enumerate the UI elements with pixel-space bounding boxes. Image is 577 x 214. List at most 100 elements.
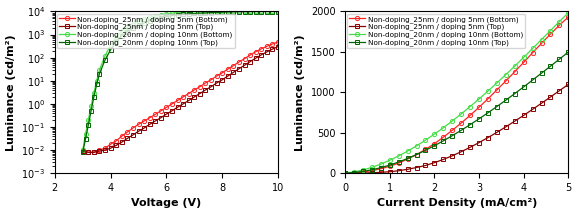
Non-doping_25nm / doping 5nm (Top) xyxy=(219,79,226,81)
Non-doping_25nm / doping 5nm (Bottom) xyxy=(440,136,447,138)
Non-doping_25nm / doping 5nm (Bottom) xyxy=(485,98,492,100)
Non-doping_20nm / doping 10nm (Top) xyxy=(91,96,98,98)
Non-doping_20nm / doping 10nm (Bottom) xyxy=(219,10,226,12)
Non-doping_25nm / doping 5nm (Bottom) xyxy=(269,43,276,45)
Line: Non-doping_25nm / doping 5nm (Bottom): Non-doping_25nm / doping 5nm (Bottom) xyxy=(343,15,571,175)
Non-doping_25nm / doping 5nm (Top) xyxy=(113,144,119,147)
Non-doping_25nm / doping 5nm (Top) xyxy=(565,83,572,86)
Non-doping_20nm / doping 10nm (Top) xyxy=(493,105,500,108)
Non-doping_20nm / doping 10nm (Top) xyxy=(79,151,86,154)
Non-doping_20nm / doping 10nm (Top) xyxy=(387,164,394,166)
Non-doping_20nm / doping 10nm (Bottom) xyxy=(493,82,500,84)
Non-doping_25nm / doping 5nm (Bottom) xyxy=(275,41,282,43)
Non-doping_25nm / doping 5nm (Top) xyxy=(135,130,142,132)
Non-doping_20nm / doping 10nm (Bottom) xyxy=(422,139,429,141)
Non-doping_20nm / doping 10nm (Top) xyxy=(520,86,527,88)
Non-doping_25nm / doping 5nm (Top) xyxy=(377,171,384,174)
Non-doping_25nm / doping 5nm (Top) xyxy=(431,161,438,164)
Non-doping_20nm / doping 10nm (Bottom) xyxy=(191,10,198,13)
Non-doping_25nm / doping 5nm (Top) xyxy=(179,103,186,105)
Non-doping_20nm / doping 10nm (Bottom) xyxy=(556,20,563,23)
Line: Non-doping_25nm / doping 5nm (Bottom): Non-doping_25nm / doping 5nm (Bottom) xyxy=(81,40,280,154)
Non-doping_20nm / doping 10nm (Bottom) xyxy=(511,65,518,67)
Non-doping_20nm / doping 10nm (Bottom) xyxy=(158,14,164,16)
Non-doping_20nm / doping 10nm (Bottom) xyxy=(275,9,282,12)
Line: Non-doping_20nm / doping 10nm (Top): Non-doping_20nm / doping 10nm (Top) xyxy=(81,9,280,154)
Non-doping_20nm / doping 10nm (Top) xyxy=(141,22,148,24)
Line: Non-doping_25nm / doping 5nm (Top): Non-doping_25nm / doping 5nm (Top) xyxy=(343,82,571,175)
Y-axis label: Luminance (cd/m²): Luminance (cd/m²) xyxy=(6,34,16,151)
Non-doping_25nm / doping 5nm (Bottom) xyxy=(196,85,203,88)
Non-doping_25nm / doping 5nm (Bottom) xyxy=(113,140,119,142)
Non-doping_25nm / doping 5nm (Top) xyxy=(241,64,248,67)
Non-doping_20nm / doping 10nm (Bottom) xyxy=(395,155,402,157)
Non-doping_20nm / doping 10nm (Top) xyxy=(163,15,170,18)
Non-doping_20nm / doping 10nm (Bottom) xyxy=(269,9,276,12)
Non-doping_25nm / doping 5nm (Top) xyxy=(467,146,474,149)
Non-doping_25nm / doping 5nm (Bottom) xyxy=(431,142,438,145)
Non-doping_25nm / doping 5nm (Bottom) xyxy=(258,48,265,50)
Non-doping_25nm / doping 5nm (Top) xyxy=(413,166,420,169)
Non-doping_20nm / doping 10nm (Top) xyxy=(547,65,554,67)
Non-doping_20nm / doping 10nm (Top) xyxy=(202,12,209,14)
Non-doping_20nm / doping 10nm (Bottom) xyxy=(565,11,572,14)
Non-doping_25nm / doping 5nm (Top) xyxy=(458,150,464,153)
Non-doping_20nm / doping 10nm (Top) xyxy=(152,18,159,20)
Non-doping_20nm / doping 10nm (Bottom) xyxy=(208,10,215,12)
Non-doping_25nm / doping 5nm (Bottom) xyxy=(79,149,86,151)
Non-doping_20nm / doping 10nm (Bottom) xyxy=(168,12,175,15)
Non-doping_20nm / doping 10nm (Top) xyxy=(146,19,153,22)
Non-doping_25nm / doping 5nm (Top) xyxy=(246,60,253,63)
Non-doping_20nm / doping 10nm (Top) xyxy=(467,123,474,126)
Non-doping_25nm / doping 5nm (Bottom) xyxy=(224,68,231,70)
Non-doping_20nm / doping 10nm (Top) xyxy=(503,99,509,101)
Non-doping_20nm / doping 10nm (Top) xyxy=(404,157,411,160)
Non-doping_20nm / doping 10nm (Bottom) xyxy=(85,119,92,121)
Non-doping_25nm / doping 5nm (Bottom) xyxy=(129,127,136,129)
Non-doping_25nm / doping 5nm (Top) xyxy=(146,123,153,126)
Non-doping_25nm / doping 5nm (Top) xyxy=(141,127,148,129)
Non-doping_25nm / doping 5nm (Bottom) xyxy=(102,147,108,150)
Non-doping_20nm / doping 10nm (Top) xyxy=(88,110,95,112)
Non-doping_25nm / doping 5nm (Bottom) xyxy=(235,61,242,63)
Non-doping_20nm / doping 10nm (Top) xyxy=(124,30,131,33)
Non-doping_25nm / doping 5nm (Top) xyxy=(351,172,358,174)
Non-doping_20nm / doping 10nm (Bottom) xyxy=(440,126,447,129)
Non-doping_20nm / doping 10nm (Top) xyxy=(395,161,402,163)
Non-doping_25nm / doping 5nm (Top) xyxy=(252,57,259,59)
Non-doping_25nm / doping 5nm (Top) xyxy=(202,89,209,91)
Non-doping_20nm / doping 10nm (Bottom) xyxy=(141,18,148,21)
Non-doping_20nm / doping 10nm (Bottom) xyxy=(431,133,438,135)
Non-doping_20nm / doping 10nm (Top) xyxy=(377,166,384,169)
Non-doping_20nm / doping 10nm (Bottom) xyxy=(252,9,259,12)
Non-doping_20nm / doping 10nm (Top) xyxy=(93,83,100,86)
Non-doping_20nm / doping 10nm (Top) xyxy=(342,172,349,174)
Non-doping_25nm / doping 5nm (Bottom) xyxy=(387,165,394,168)
Non-doping_25nm / doping 5nm (Top) xyxy=(129,134,136,136)
Non-doping_25nm / doping 5nm (Bottom) xyxy=(246,54,253,56)
Non-doping_20nm / doping 10nm (Bottom) xyxy=(503,73,509,76)
Non-doping_25nm / doping 5nm (Top) xyxy=(191,96,198,98)
Non-doping_25nm / doping 5nm (Bottom) xyxy=(263,45,270,48)
Y-axis label: Luminance (cd/m²): Luminance (cd/m²) xyxy=(295,34,305,151)
Non-doping_25nm / doping 5nm (Top) xyxy=(258,54,265,56)
Non-doping_20nm / doping 10nm (Top) xyxy=(413,153,420,156)
Non-doping_20nm / doping 10nm (Bottom) xyxy=(179,11,186,13)
Non-doping_20nm / doping 10nm (Bottom) xyxy=(413,144,420,147)
Non-doping_25nm / doping 5nm (Bottom) xyxy=(359,171,366,173)
Non-doping_25nm / doping 5nm (Top) xyxy=(79,150,86,152)
Non-doping_20nm / doping 10nm (Bottom) xyxy=(202,10,209,13)
Non-doping_20nm / doping 10nm (Top) xyxy=(565,51,572,53)
Non-doping_25nm / doping 5nm (Top) xyxy=(235,67,242,70)
Non-doping_25nm / doping 5nm (Bottom) xyxy=(449,129,456,132)
Non-doping_20nm / doping 10nm (Bottom) xyxy=(213,10,220,12)
Non-doping_25nm / doping 5nm (Top) xyxy=(493,131,500,134)
Non-doping_25nm / doping 5nm (Bottom) xyxy=(146,116,153,119)
Non-doping_25nm / doping 5nm (Top) xyxy=(503,126,509,128)
Non-doping_25nm / doping 5nm (Bottom) xyxy=(135,123,142,126)
Non-doping_25nm / doping 5nm (Bottom) xyxy=(158,110,164,112)
Non-doping_20nm / doping 10nm (Bottom) xyxy=(93,79,100,82)
Non-doping_20nm / doping 10nm (Top) xyxy=(219,11,226,13)
Non-doping_25nm / doping 5nm (Bottom) xyxy=(404,158,411,160)
Non-doping_20nm / doping 10nm (Top) xyxy=(511,92,518,95)
